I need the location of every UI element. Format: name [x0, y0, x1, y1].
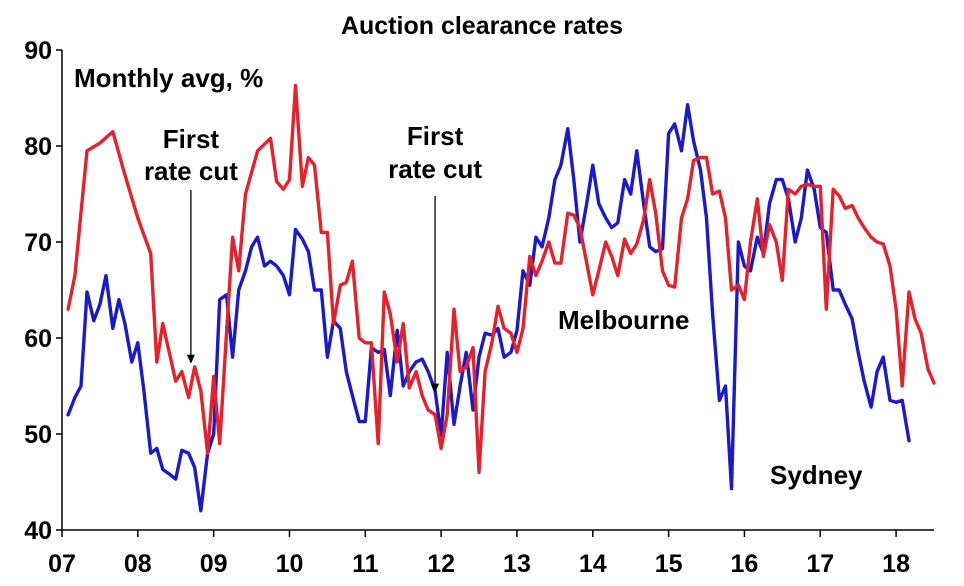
x-tick-label: 16 — [731, 550, 759, 578]
x-tick-label: 15 — [655, 550, 683, 578]
annotation-line1: First — [407, 121, 464, 151]
series-line-melbourne — [66, 83, 936, 475]
chart-subtitle: Monthly avg, % — [74, 63, 263, 93]
series-label-melbourne: Melbourne — [558, 305, 689, 335]
y-axis-ticks: 40 50 60 70 80 90 — [24, 37, 62, 545]
series-layer — [66, 83, 936, 513]
y-tick-label: 90 — [24, 37, 52, 65]
series-label-sydney: Sydney — [770, 460, 863, 490]
annotation-arrow-head — [431, 383, 440, 393]
annotation-line1: First — [163, 124, 220, 154]
x-tick-label: 09 — [200, 550, 228, 578]
chart-title: Auction clearance rates — [341, 12, 623, 40]
y-tick-label: 60 — [24, 325, 52, 353]
annotation-arrow-head — [186, 354, 195, 364]
annotation-line2: rate cut — [388, 154, 482, 184]
y-tick-label: 50 — [24, 421, 52, 449]
x-axis-ticks: 07 08 09 10 11 12 13 14 15 16 17 18 — [48, 530, 910, 578]
x-tick-label: 17 — [806, 550, 834, 578]
y-tick-label: 40 — [24, 517, 52, 545]
x-tick-label: 11 — [352, 550, 379, 578]
x-tick-label: 08 — [124, 550, 152, 578]
x-tick-label: 13 — [503, 550, 531, 578]
annotation-line2: rate cut — [144, 156, 238, 186]
x-tick-label: 18 — [882, 550, 910, 578]
y-tick-label: 70 — [24, 229, 52, 257]
x-tick-label: 12 — [427, 550, 455, 578]
y-tick-label: 80 — [24, 133, 52, 161]
x-tick-label: 14 — [579, 550, 607, 578]
x-tick-label: 07 — [48, 550, 76, 578]
x-tick-label: 10 — [276, 550, 304, 578]
